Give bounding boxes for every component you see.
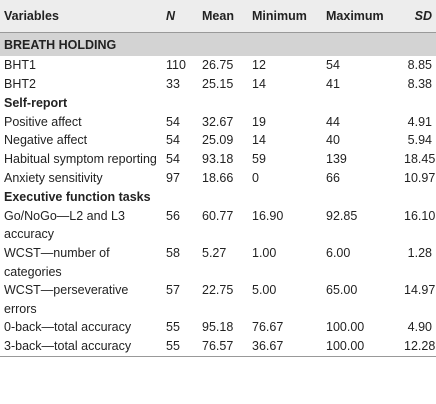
- table-body: BREATH HOLDING BHT1 110 26.75 12 54 8.85 BHT2 33…: [0, 32, 436, 357]
- value-cell: 8.38: [407, 76, 432, 91]
- value-cell: 110: [166, 58, 186, 72]
- value-cell: 40: [326, 133, 340, 148]
- table-header: Variables N Mean Minimum Maximum SD: [0, 0, 436, 33]
- variable-cell: Go/NoGo—L2 and L3 accuracy: [4, 208, 125, 242]
- variable-cell: Habitual symptom reporting: [4, 151, 157, 166]
- header-cell: SD: [400, 0, 436, 33]
- header-cell: Maximum: [322, 0, 400, 33]
- value-cell: 54: [326, 58, 340, 72]
- value-cell: 6.00: [326, 245, 351, 260]
- variable-cell: Negative affect: [4, 133, 88, 148]
- data-row: 0-back—total accuracy 55 95.18 76.67 100.00 4…: [0, 318, 436, 337]
- value-cell: 56: [166, 208, 180, 223]
- value-cell: 54: [166, 151, 180, 166]
- value-cell: 95.18: [202, 320, 234, 335]
- value-cell: 8.85: [407, 58, 432, 72]
- data-row: Anxiety sensitivity 97 18.66 0 66 10.97: [0, 169, 436, 188]
- value-cell: 41: [326, 76, 340, 91]
- value-cell: 33: [166, 76, 180, 91]
- value-cell: 26.75: [202, 58, 234, 72]
- value-cell: 10.97: [404, 170, 436, 185]
- value-cell: 12.28: [400, 336, 436, 357]
- value-cell: 36.67: [248, 336, 322, 357]
- data-row: Positive affect 54 32.67 19 44 4.91: [0, 113, 436, 132]
- value-cell: 76.57: [198, 336, 248, 357]
- value-cell: 55: [166, 320, 180, 335]
- data-row: BHT2 33 25.15 14 41 8.38: [0, 75, 436, 94]
- section-label: Self-report: [4, 96, 68, 111]
- value-cell: 0: [252, 170, 259, 185]
- value-cell: 60.77: [202, 208, 234, 223]
- data-row: WCST—perseverative errors 57 22.75 5.00 65.0…: [0, 281, 436, 318]
- header-cell: Variables: [0, 0, 162, 33]
- value-cell: 76.67: [252, 320, 284, 335]
- value-cell: 4.90: [407, 320, 432, 335]
- value-cell: 92.85: [326, 208, 358, 223]
- value-cell: 66: [326, 170, 340, 185]
- value-cell: 18.66: [202, 170, 234, 185]
- value-cell: 65.00: [326, 283, 358, 298]
- value-cell: 32.67: [202, 114, 234, 129]
- value-cell: 25.09: [202, 133, 234, 148]
- value-cell: 5.27: [202, 245, 227, 260]
- header-cell: N: [162, 0, 198, 33]
- value-cell: 97: [166, 170, 180, 185]
- section-row: BREATH HOLDING: [0, 32, 436, 56]
- header-cell: Mean: [198, 0, 248, 33]
- stats-table: Variables N Mean Minimum Maximum SD BREATH HO…: [0, 0, 436, 357]
- section-label: BREATH HOLDING: [0, 32, 436, 56]
- value-cell: 1.28: [407, 245, 432, 260]
- value-cell: 19: [252, 114, 266, 129]
- value-cell: 100.00: [322, 336, 400, 357]
- value-cell: 44: [326, 114, 340, 129]
- variable-cell: 3-back—total accuracy: [0, 336, 162, 357]
- variable-cell: Positive affect: [4, 114, 82, 129]
- value-cell: 25.15: [202, 76, 234, 91]
- variable-cell: WCST—number of categories: [4, 245, 110, 279]
- value-cell: 59: [252, 151, 266, 166]
- value-cell: 1.00: [252, 245, 277, 260]
- value-cell: 4.91: [407, 114, 432, 129]
- value-cell: 14: [252, 133, 266, 148]
- value-cell: 58: [166, 245, 180, 260]
- value-cell: 5.00: [252, 283, 277, 298]
- variable-cell: BHT1: [4, 58, 36, 72]
- variable-cell: Anxiety sensitivity: [4, 170, 103, 185]
- variable-cell: BHT2: [4, 76, 36, 91]
- data-row: BHT1 110 26.75 12 54 8.85: [0, 56, 436, 75]
- value-cell: 55: [162, 336, 198, 357]
- value-cell: 14.97: [404, 283, 436, 298]
- section-label: Executive function tasks: [4, 190, 151, 205]
- value-cell: 16.90: [252, 208, 284, 223]
- data-row: Habitual symptom reporting 54 93.18 59 139 18…: [0, 150, 436, 169]
- value-cell: 18.45: [404, 151, 436, 166]
- value-cell: 54: [166, 114, 180, 129]
- section-row: Self-report: [0, 93, 436, 113]
- value-cell: 139: [326, 151, 347, 166]
- variable-cell: 0-back—total accuracy: [4, 320, 132, 335]
- variable-cell: WCST—perseverative errors: [4, 283, 129, 316]
- value-cell: 12: [252, 58, 266, 72]
- header-row: Variables N Mean Minimum Maximum SD: [0, 0, 436, 33]
- value-cell: 100.00: [326, 320, 365, 335]
- header-cell: Minimum: [248, 0, 322, 33]
- value-cell: 93.18: [202, 151, 234, 166]
- value-cell: 16.10: [404, 208, 436, 223]
- section-row: Executive function tasks: [0, 187, 436, 207]
- data-row: 3-back—total accuracy 55 76.57 36.67 100.00 1…: [0, 336, 436, 357]
- value-cell: 57: [166, 283, 180, 298]
- value-cell: 14: [252, 76, 266, 91]
- data-row: WCST—number of categories 58 5.27 1.00 6.00 1…: [0, 244, 436, 281]
- value-cell: 5.94: [407, 133, 432, 148]
- data-row: Go/NoGo—L2 and L3 accuracy 56 60.77 16.90 92…: [0, 207, 436, 244]
- value-cell: 54: [166, 133, 180, 148]
- value-cell: 22.75: [202, 283, 234, 298]
- data-row: Negative affect 54 25.09 14 40 5.94: [0, 131, 436, 150]
